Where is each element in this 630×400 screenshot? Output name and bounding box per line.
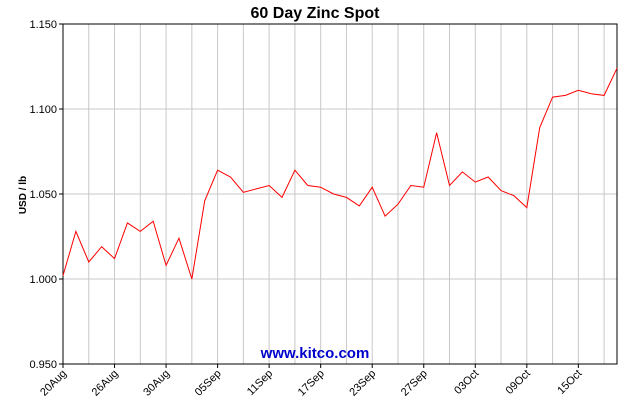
data-point (139, 230, 142, 233)
y-axis-ticks: 0.950 1.000 1.050 1.100 1.150 (29, 19, 63, 371)
data-point (538, 126, 541, 129)
x-tick-label: 20Aug (38, 368, 69, 399)
x-tick-label: 05Sep (193, 368, 224, 399)
data-point (396, 203, 399, 206)
data-point (435, 131, 438, 134)
data-point (255, 187, 258, 190)
y-tick-label: 1.150 (29, 19, 57, 31)
y-tick-label: 1.100 (29, 104, 57, 116)
data-point (616, 67, 619, 70)
kitco-watermark: www.kitco.com (260, 345, 370, 362)
data-point (319, 186, 322, 189)
data-point (293, 169, 296, 172)
data-point (603, 94, 606, 97)
y-tick-label: 1.000 (29, 274, 57, 286)
x-tick-label: 03Oct (452, 368, 481, 397)
x-axis-ticks: 20Aug 26Aug 30Aug 05Sep 11Sep 17Sep 23Sep 27Sep… (38, 364, 584, 399)
x-tick-label: 15Oct (555, 368, 584, 397)
x-tick-label: 27Sep (399, 368, 430, 399)
y-tick-label: 0.950 (29, 359, 57, 371)
data-point (190, 278, 193, 281)
grid-lines (63, 24, 617, 364)
data-point (577, 89, 580, 92)
y-axis-label: USD / lb (18, 176, 29, 214)
data-point (113, 257, 116, 260)
y-tick-label: 1.050 (29, 189, 57, 201)
x-tick-label: 09Oct (504, 368, 533, 397)
data-point (165, 264, 168, 267)
x-tick-label: 17Sep (296, 368, 327, 399)
data-point (203, 199, 206, 202)
data-point (306, 184, 309, 187)
data-point (126, 221, 129, 224)
data-point (474, 181, 477, 184)
data-point (268, 184, 271, 187)
data-point (448, 184, 451, 187)
data-point (487, 176, 490, 179)
series-layer (62, 67, 619, 281)
x-tick-label: 26Aug (90, 368, 121, 399)
data-point (177, 237, 180, 240)
data-point (384, 215, 387, 218)
data-point (332, 193, 335, 196)
data-point (512, 194, 515, 197)
data-point (216, 169, 219, 172)
x-tick-label: 11Sep (245, 368, 275, 398)
data-point (345, 196, 348, 199)
data-point (551, 96, 554, 99)
x-tick-label: 30Aug (141, 368, 172, 399)
data-point (152, 220, 155, 223)
data-point (590, 92, 593, 95)
zinc-price-line (62, 67, 618, 280)
data-point (229, 176, 232, 179)
data-point (74, 230, 77, 233)
data-point (100, 245, 103, 248)
chart-title: 60 Day Zinc Spot (251, 5, 381, 22)
data-point (371, 186, 374, 189)
data-point (500, 189, 503, 192)
data-point (87, 261, 90, 264)
data-point (409, 184, 412, 187)
data-point (242, 191, 245, 194)
data-point (461, 170, 464, 173)
data-point (564, 94, 567, 97)
x-tick-label: 23Sep (347, 368, 378, 399)
data-point (525, 206, 528, 209)
data-point (281, 196, 284, 199)
data-point (358, 204, 361, 207)
data-point (62, 274, 65, 277)
data-point (422, 186, 425, 189)
